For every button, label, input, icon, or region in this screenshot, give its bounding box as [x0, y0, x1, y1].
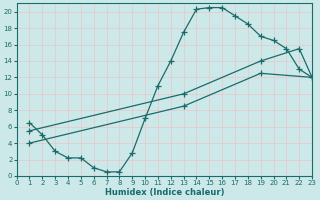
X-axis label: Humidex (Indice chaleur): Humidex (Indice chaleur) — [105, 188, 224, 197]
